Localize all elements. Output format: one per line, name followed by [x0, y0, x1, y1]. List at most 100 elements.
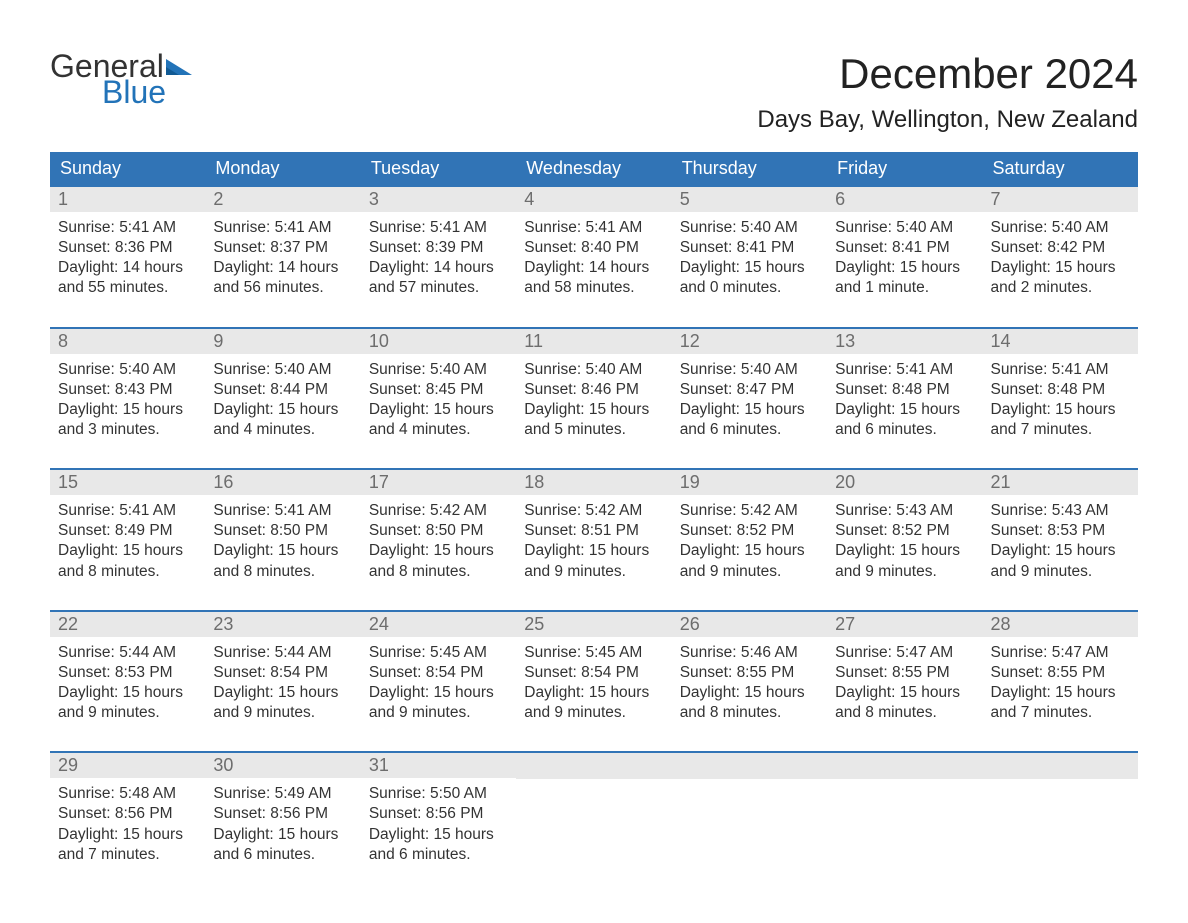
- daylight-line: Daylight: 15 hours and 9 minutes.: [213, 683, 352, 723]
- day-body: Sunrise: 5:42 AMSunset: 8:50 PMDaylight:…: [361, 495, 516, 600]
- sunset-value: 8:53 PM: [1047, 522, 1105, 539]
- sunrise-label: Sunrise:: [213, 361, 270, 378]
- day-number: 13: [827, 329, 982, 354]
- sunrise-label: Sunrise:: [835, 644, 892, 661]
- sunrise-line: Sunrise: 5:41 AM: [835, 360, 974, 380]
- sunset-value: 8:55 PM: [1047, 664, 1105, 681]
- sunset-value: 8:48 PM: [892, 381, 950, 398]
- sunset-value: 8:45 PM: [426, 381, 484, 398]
- day-body: Sunrise: 5:49 AMSunset: 8:56 PMDaylight:…: [205, 778, 360, 883]
- sunset-value: 8:54 PM: [426, 664, 484, 681]
- sunrise-value: 5:40 AM: [430, 361, 487, 378]
- sunset-label: Sunset:: [369, 381, 422, 398]
- day-body: Sunrise: 5:41 AMSunset: 8:36 PMDaylight:…: [50, 212, 205, 317]
- daylight-label: Daylight:: [58, 259, 118, 276]
- day-number: 19: [672, 470, 827, 495]
- sunrise-value: 5:42 AM: [585, 502, 642, 519]
- sunset-value: 8:54 PM: [581, 664, 639, 681]
- day-number-empty: [827, 753, 982, 779]
- daylight-label: Daylight:: [835, 542, 895, 559]
- daylight-label: Daylight:: [369, 542, 429, 559]
- daylight-line: Daylight: 15 hours and 7 minutes.: [58, 825, 197, 865]
- sunset-value: 8:56 PM: [426, 805, 484, 822]
- daylight-label: Daylight:: [369, 684, 429, 701]
- sunset-label: Sunset:: [991, 664, 1044, 681]
- daylight-line: Daylight: 15 hours and 9 minutes.: [524, 541, 663, 581]
- sunset-value: 8:48 PM: [1047, 381, 1105, 398]
- sunrise-label: Sunrise:: [58, 785, 115, 802]
- day-number: 12: [672, 329, 827, 354]
- day-number: 28: [983, 612, 1138, 637]
- day-number: 30: [205, 753, 360, 778]
- sunrise-line: Sunrise: 5:41 AM: [58, 501, 197, 521]
- day-body-empty: [827, 779, 982, 859]
- sunrise-line: Sunrise: 5:45 AM: [369, 643, 508, 663]
- sunrise-label: Sunrise:: [369, 361, 426, 378]
- sunset-value: 8:46 PM: [581, 381, 639, 398]
- day-number: 7: [983, 187, 1138, 212]
- sunset-label: Sunset:: [991, 522, 1044, 539]
- day-cell: 27Sunrise: 5:47 AMSunset: 8:55 PMDayligh…: [827, 612, 982, 742]
- sunrise-line: Sunrise: 5:41 AM: [213, 501, 352, 521]
- sunrise-line: Sunrise: 5:42 AM: [369, 501, 508, 521]
- sunrise-line: Sunrise: 5:43 AM: [991, 501, 1130, 521]
- day-number-empty: [672, 753, 827, 779]
- day-body: Sunrise: 5:47 AMSunset: 8:55 PMDaylight:…: [983, 637, 1138, 742]
- sunset-value: 8:55 PM: [892, 664, 950, 681]
- day-body: Sunrise: 5:43 AMSunset: 8:53 PMDaylight:…: [983, 495, 1138, 600]
- sunset-label: Sunset:: [835, 664, 888, 681]
- day-body: Sunrise: 5:40 AMSunset: 8:41 PMDaylight:…: [672, 212, 827, 317]
- day-body-empty: [516, 779, 671, 859]
- sunset-value: 8:47 PM: [737, 381, 795, 398]
- sunrise-label: Sunrise:: [369, 785, 426, 802]
- sunset-line: Sunset: 8:46 PM: [524, 380, 663, 400]
- sunset-line: Sunset: 8:51 PM: [524, 521, 663, 541]
- sunrise-label: Sunrise:: [835, 361, 892, 378]
- sunset-line: Sunset: 8:48 PM: [835, 380, 974, 400]
- day-number: 29: [50, 753, 205, 778]
- day-body: Sunrise: 5:46 AMSunset: 8:55 PMDaylight:…: [672, 637, 827, 742]
- day-body: Sunrise: 5:40 AMSunset: 8:47 PMDaylight:…: [672, 354, 827, 459]
- day-cell: 22Sunrise: 5:44 AMSunset: 8:53 PMDayligh…: [50, 612, 205, 742]
- sunset-line: Sunset: 8:55 PM: [680, 663, 819, 683]
- sunset-value: 8:50 PM: [270, 522, 328, 539]
- daylight-label: Daylight:: [524, 684, 584, 701]
- day-body: Sunrise: 5:44 AMSunset: 8:53 PMDaylight:…: [50, 637, 205, 742]
- week-row: 1Sunrise: 5:41 AMSunset: 8:36 PMDaylight…: [50, 185, 1138, 317]
- daylight-label: Daylight:: [991, 684, 1051, 701]
- sunset-value: 8:55 PM: [737, 664, 795, 681]
- sunrise-value: 5:41 AM: [275, 502, 332, 519]
- day-cell: 14Sunrise: 5:41 AMSunset: 8:48 PMDayligh…: [983, 329, 1138, 459]
- sunrise-line: Sunrise: 5:49 AM: [213, 784, 352, 804]
- day-body: Sunrise: 5:45 AMSunset: 8:54 PMDaylight:…: [516, 637, 671, 742]
- sunset-line: Sunset: 8:47 PM: [680, 380, 819, 400]
- sunset-label: Sunset:: [835, 381, 888, 398]
- daylight-line: Daylight: 15 hours and 5 minutes.: [524, 400, 663, 440]
- day-number: 14: [983, 329, 1138, 354]
- sunrise-value: 5:40 AM: [119, 361, 176, 378]
- daylight-line: Daylight: 15 hours and 7 minutes.: [991, 683, 1130, 723]
- sunset-line: Sunset: 8:48 PM: [991, 380, 1130, 400]
- sunrise-line: Sunrise: 5:44 AM: [58, 643, 197, 663]
- sunset-line: Sunset: 8:43 PM: [58, 380, 197, 400]
- day-body: Sunrise: 5:42 AMSunset: 8:52 PMDaylight:…: [672, 495, 827, 600]
- sunrise-label: Sunrise:: [213, 644, 270, 661]
- daylight-label: Daylight:: [369, 401, 429, 418]
- sunrise-value: 5:41 AM: [585, 219, 642, 236]
- day-cell: 16Sunrise: 5:41 AMSunset: 8:50 PMDayligh…: [205, 470, 360, 600]
- daylight-label: Daylight:: [58, 826, 118, 843]
- day-cell: 2Sunrise: 5:41 AMSunset: 8:37 PMDaylight…: [205, 187, 360, 317]
- sunset-line: Sunset: 8:40 PM: [524, 238, 663, 258]
- daylight-line: Daylight: 15 hours and 2 minutes.: [991, 258, 1130, 298]
- sunset-label: Sunset:: [680, 664, 733, 681]
- sunset-label: Sunset:: [58, 381, 111, 398]
- daylight-label: Daylight:: [58, 401, 118, 418]
- daylight-line: Daylight: 15 hours and 8 minutes.: [213, 541, 352, 581]
- sunset-value: 8:50 PM: [426, 522, 484, 539]
- sunrise-line: Sunrise: 5:47 AM: [835, 643, 974, 663]
- day-body: Sunrise: 5:42 AMSunset: 8:51 PMDaylight:…: [516, 495, 671, 600]
- sunrise-line: Sunrise: 5:40 AM: [835, 218, 974, 238]
- day-cell: 30Sunrise: 5:49 AMSunset: 8:56 PMDayligh…: [205, 753, 360, 883]
- sunrise-value: 5:40 AM: [275, 361, 332, 378]
- sunrise-value: 5:44 AM: [275, 644, 332, 661]
